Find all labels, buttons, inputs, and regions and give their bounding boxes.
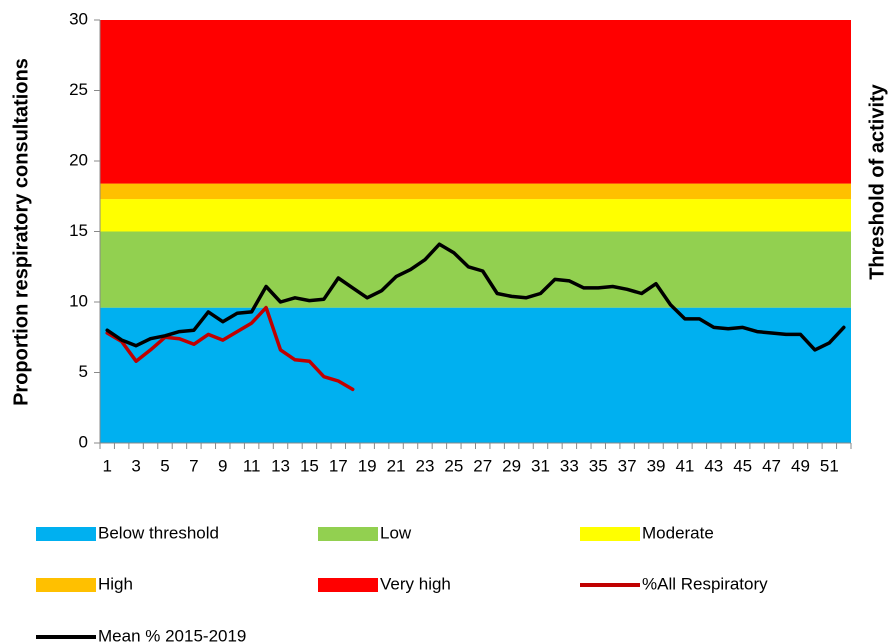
legend-label: Mean % 2015-2019	[98, 626, 246, 643]
x-tick-label: 1	[102, 456, 111, 475]
x-tick-label: 33	[560, 456, 579, 475]
x-tick-label: 37	[618, 456, 637, 475]
threshold-band	[100, 199, 851, 232]
x-tick-label: 17	[329, 456, 348, 475]
x-tick-label: 15	[300, 456, 319, 475]
legend-swatch	[318, 527, 378, 541]
legend-label: Very high	[380, 574, 451, 593]
threshold-band	[100, 20, 851, 184]
x-tick-label: 3	[131, 456, 140, 475]
x-tick-label: 39	[647, 456, 666, 475]
x-tick-label: 43	[704, 456, 723, 475]
legend-label: Below threshold	[98, 523, 219, 542]
x-tick-label: 7	[189, 456, 198, 475]
legend-label: High	[98, 574, 133, 593]
y-tick-label: 20	[69, 150, 88, 169]
y-axis-title: Proportion respiratory consultations	[10, 58, 32, 406]
x-tick-label: 31	[531, 456, 550, 475]
x-tick-label: 5	[160, 456, 169, 475]
x-tick-label: 9	[218, 456, 227, 475]
y2-axis-title: Threshold of activity	[866, 83, 888, 279]
x-tick-label: 29	[502, 456, 521, 475]
threshold-band	[100, 183, 851, 200]
x-tick-label: 49	[791, 456, 810, 475]
legend-swatch	[36, 578, 96, 592]
x-tick-label: 19	[358, 456, 377, 475]
x-tick-label: 35	[589, 456, 608, 475]
x-tick-label: 45	[733, 456, 752, 475]
series-line	[105, 305, 355, 392]
x-tick-label: 47	[762, 456, 781, 475]
series-line	[105, 242, 846, 352]
x-tick-label: 23	[415, 456, 434, 475]
x-tick-label: 11	[243, 456, 261, 475]
x-tick-label: 51	[820, 456, 839, 475]
legend-label: %All Respiratory	[642, 574, 768, 593]
y-tick-label: 5	[79, 362, 88, 381]
x-tick-label: 21	[387, 456, 406, 475]
y-tick-label: 25	[69, 80, 88, 99]
y-tick-label: 30	[69, 9, 88, 28]
y-tick-label: 10	[69, 291, 88, 310]
legend-swatch	[318, 578, 378, 592]
x-tick-label: 13	[271, 456, 290, 475]
legend-label: Moderate	[642, 523, 714, 542]
legend-swatch	[36, 527, 96, 541]
x-tick-label: 27	[473, 456, 492, 475]
legend-label: Low	[380, 523, 412, 542]
x-tick-label: 25	[444, 456, 463, 475]
y-tick-label: 0	[79, 432, 88, 451]
legend-swatch	[580, 527, 640, 541]
y-tick-label: 15	[69, 221, 88, 240]
x-tick-label: 41	[675, 456, 694, 475]
